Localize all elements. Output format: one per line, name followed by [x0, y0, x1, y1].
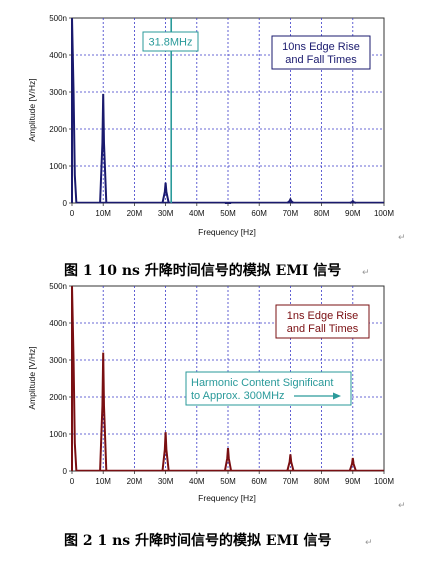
- series-line-dc-spike: [71, 17, 78, 204]
- chart-2-x-ticks: 0 10M 20M 30M 40M 50M 60M 70M 80M 90M 100M: [70, 471, 394, 486]
- x-tick-label: 50M: [220, 477, 236, 486]
- x-tick-label: 100M: [374, 209, 394, 218]
- series-peak: [223, 447, 233, 472]
- chart-2-harmonic-line-1: Harmonic Content Significant: [191, 377, 333, 389]
- chart-2-harmonic-frame: [185, 371, 352, 406]
- chart-1-annotation-frame: [271, 35, 371, 70]
- chart-1-annotation-line-1: 10ns Edge Rise: [282, 41, 360, 53]
- x-tick-label: 80M: [314, 209, 330, 218]
- chart-2-harmonic-annotation: Harmonic Content Significant to Approx. …: [185, 371, 352, 406]
- x-tick-label: 10M: [95, 477, 111, 486]
- arrow-right-icon: [333, 392, 341, 400]
- paragraph-mark: ↵: [362, 268, 370, 278]
- series-peak: [161, 432, 170, 472]
- chart-2-y-ticks: 0 100n 200n 300n 400n 500n: [49, 282, 72, 476]
- chart-2-annotation-line-2: and Fall Times: [287, 323, 359, 335]
- x-tick-label: 80M: [314, 477, 330, 486]
- y-tick-label: 100n: [49, 430, 67, 439]
- chart-1-marker-box-frame: [142, 31, 199, 52]
- x-tick-label: 60M: [251, 209, 267, 218]
- chart-2-annotation-line-1: 1ns Edge Rise: [287, 310, 359, 322]
- chart-2: 1ns Edge Rise and Fall Times Harmonic Co…: [27, 282, 394, 503]
- chart-2-y-axis-title: Amplitude [V/Hz]: [27, 346, 37, 409]
- chart-1-x-ticks: 0 10M 20M 30M 40M 50M 60M 70M 80M 90M 100M: [70, 203, 394, 218]
- y-tick-label: 300n: [49, 88, 67, 97]
- x-tick-label: 40M: [189, 477, 205, 486]
- y-tick-label: 100n: [49, 162, 67, 171]
- series-peak: [99, 352, 108, 472]
- x-tick-label: 60M: [251, 477, 267, 486]
- series-peak: [349, 199, 357, 204]
- paragraph-mark: ↵: [365, 538, 373, 548]
- chart-2-series: [71, 285, 384, 472]
- y-tick-label: 400n: [49, 319, 67, 328]
- x-tick-label: 100M: [374, 477, 394, 486]
- figure-2-caption: 图 2 1 ns 升降时间信号的模拟 EMI 信号: [64, 532, 332, 549]
- y-tick-label: 200n: [49, 125, 67, 134]
- chart-1-annotation: 10ns Edge Rise and Fall Times: [271, 35, 371, 70]
- chart-2-harmonic-line-2: to Approx. 300MHz: [191, 390, 285, 402]
- x-tick-label: 70M: [283, 209, 299, 218]
- y-tick-label: 400n: [49, 51, 67, 60]
- paragraph-mark: ↵: [398, 233, 406, 243]
- y-tick-label: 0: [63, 199, 68, 208]
- x-tick-label: 50M: [220, 209, 236, 218]
- x-tick-label: 20M: [127, 209, 143, 218]
- x-tick-label: 30M: [158, 209, 174, 218]
- series-line-dc-spike: [71, 285, 78, 472]
- x-tick-label: 10M: [95, 209, 111, 218]
- x-tick-label: 70M: [283, 477, 299, 486]
- series-peak: [161, 182, 170, 204]
- chart-2-x-axis-title: Frequency [Hz]: [198, 493, 256, 503]
- series-peak: [286, 454, 295, 472]
- chart-1-y-axis-title: Amplitude [V/Hz]: [27, 78, 37, 141]
- chart-1-y-ticks: 0 100n 200n 300n 400n 500n: [49, 14, 72, 208]
- series-peak: [286, 196, 295, 204]
- chart-1-series: [71, 17, 384, 204]
- paragraph-mark: ↵: [398, 501, 406, 511]
- chart-1-x-axis-title: Frequency [Hz]: [198, 227, 256, 237]
- chart-2-annotation: 1ns Edge Rise and Fall Times: [275, 304, 370, 339]
- y-tick-label: 300n: [49, 356, 67, 365]
- x-tick-label: 30M: [158, 477, 174, 486]
- y-tick-label: 500n: [49, 14, 67, 23]
- chart-1: 31.8MHz 10ns Edge Rise and Fall Times 0 1…: [27, 14, 394, 237]
- y-tick-label: 200n: [49, 393, 67, 402]
- chart-1-marker-label: 31.8MHz: [148, 37, 192, 49]
- chart-1-marker-box: 31.8MHz: [142, 31, 199, 52]
- figure-1-caption: 图 1 10 ns 升降时间信号的模拟 EMI 信号: [64, 262, 341, 279]
- x-tick-label: 90M: [345, 477, 361, 486]
- chart-2-annotation-frame: [275, 304, 370, 339]
- x-tick-label: 0: [70, 477, 75, 486]
- x-tick-label: 40M: [189, 209, 205, 218]
- series-peak: [99, 93, 108, 204]
- chart-1-annotation-line-2: and Fall Times: [285, 54, 357, 66]
- x-tick-label: 20M: [127, 477, 143, 486]
- series-peak: [348, 457, 357, 472]
- x-tick-label: 90M: [345, 209, 361, 218]
- x-tick-label: 0: [70, 209, 75, 218]
- y-tick-label: 500n: [49, 282, 67, 291]
- y-tick-label: 0: [63, 467, 68, 476]
